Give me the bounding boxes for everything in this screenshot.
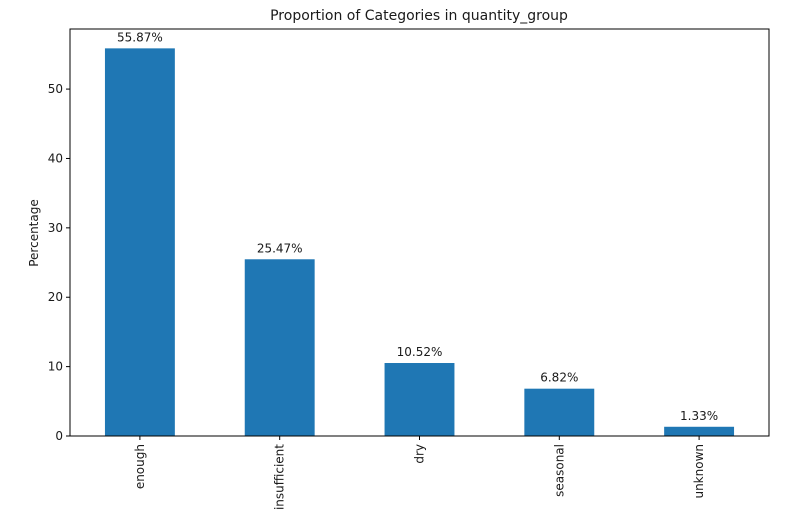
bar-seasonal [524,388,595,436]
bar-enough [104,48,175,437]
data-label: 25.47% [257,241,303,255]
data-label: 10.52% [397,345,443,359]
y-axis-label: Percentage [27,199,41,267]
x-tick-label: insufficient [273,444,287,510]
bars [104,48,735,437]
data-labels: 55.87% 25.47% 10.52% 6.82% 1.33% [117,30,718,422]
y-tick-label: 10 [48,360,63,374]
y-axis-ticks: 0 10 20 30 40 50 [48,82,70,443]
bar-unknown [664,426,735,436]
y-tick-label: 40 [48,151,63,165]
x-tick-label: unknown [692,444,706,499]
y-tick-label: 0 [55,429,63,443]
y-tick-label: 20 [48,290,63,304]
y-tick-label: 50 [48,82,63,96]
x-axis-ticks: enough insufficient dry seasonal unknown [133,436,706,510]
chart-title: Proportion of Categories in quantity_gro… [270,8,568,24]
data-label: 55.87% [117,30,163,44]
data-label: 6.82% [540,371,578,385]
x-tick-label: seasonal [552,444,566,497]
data-label: 1.33% [680,409,718,423]
x-tick-label: enough [133,444,147,489]
y-tick-label: 30 [48,221,63,235]
bar-insufficient [244,259,315,436]
bar-dry [384,363,455,436]
plot-frame [69,28,770,437]
x-tick-label: dry [413,444,427,464]
